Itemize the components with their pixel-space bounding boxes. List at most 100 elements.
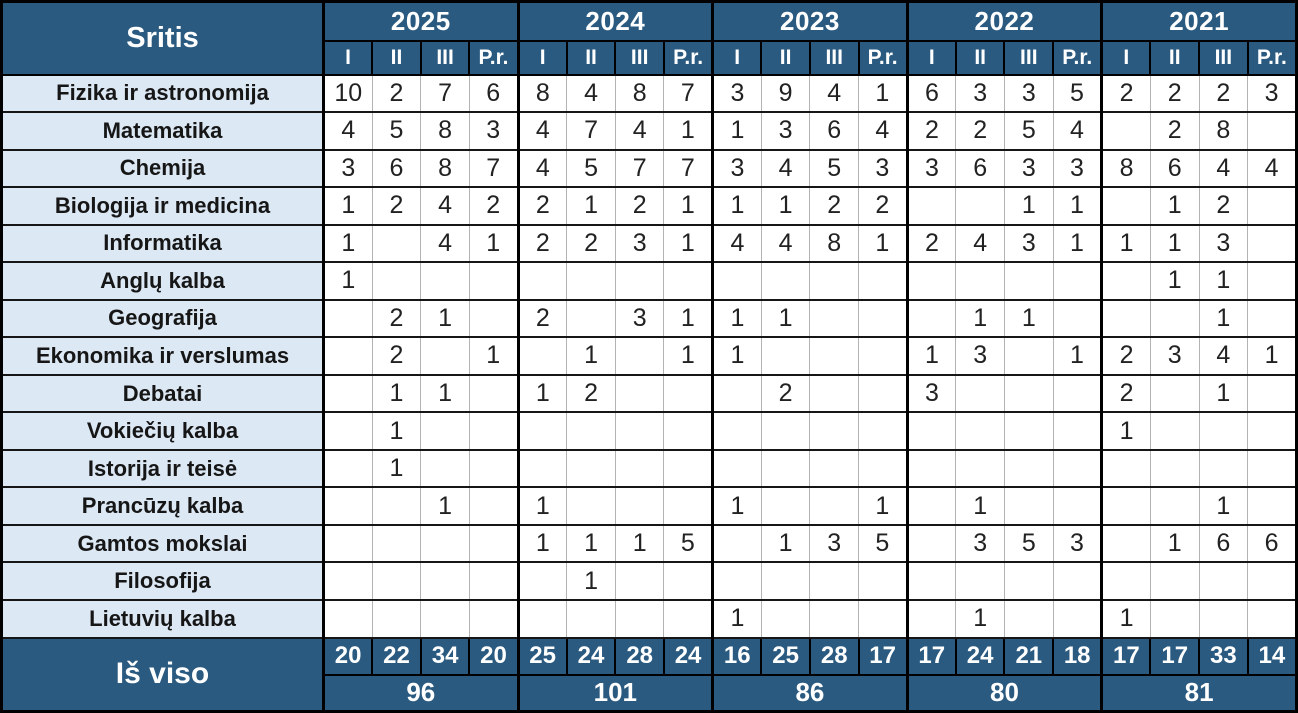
value-cell xyxy=(1247,111,1297,151)
value-cell xyxy=(905,598,957,639)
value-cell xyxy=(955,448,1005,489)
medal-column-header-2021-II: II xyxy=(1149,39,1201,76)
value-cell: 3 xyxy=(905,148,957,189)
value-cell xyxy=(760,561,811,601)
value-cell xyxy=(955,561,1005,601)
value-cell xyxy=(516,261,568,301)
medal-column-header-2022-P.r.: P.r. xyxy=(1052,39,1103,76)
year-header-2025: 2025 xyxy=(322,0,520,42)
table-row: Matematika 4 5 8 3 4 7 4 1 1 3 6 4 2 2 5 4 2 8 xyxy=(1,111,1297,151)
value-cell xyxy=(858,448,908,489)
value-cell: 2 xyxy=(905,111,957,151)
value-cell: 3 xyxy=(711,73,762,114)
value-cell: 3 xyxy=(1003,223,1054,264)
value-cell: 1 xyxy=(905,336,957,376)
column-total-cell: 34 xyxy=(419,636,471,676)
value-cell: 5 xyxy=(858,523,908,564)
value-cell xyxy=(468,373,519,414)
value-cell xyxy=(858,336,908,376)
value-cell xyxy=(1052,411,1103,451)
value-cell: 1 xyxy=(1052,223,1103,264)
value-cell: 1 xyxy=(858,486,908,526)
value-cell: 1 xyxy=(1198,261,1249,301)
value-cell: 10 xyxy=(322,73,373,114)
value-cell xyxy=(322,336,373,376)
medal-column-header-2025-I: I xyxy=(322,39,374,76)
value-cell xyxy=(955,411,1005,451)
row-label: Geografija xyxy=(1,298,325,339)
value-cell: 1 xyxy=(663,111,714,151)
area-column-header: Sritis xyxy=(0,0,325,76)
value-cell xyxy=(905,261,957,301)
value-cell: 1 xyxy=(566,523,616,564)
value-cell: 1 xyxy=(1100,223,1151,264)
value-cell: 1 xyxy=(711,486,762,526)
value-cell: 1 xyxy=(420,373,470,414)
year-header-2021: 2021 xyxy=(1100,0,1298,42)
value-cell: 3 xyxy=(809,523,860,564)
value-cell xyxy=(1052,373,1103,414)
value-cell xyxy=(905,448,957,489)
value-cell xyxy=(760,336,811,376)
value-cell: 3 xyxy=(322,148,373,189)
row-label: Biologija ir medicina xyxy=(1,186,325,226)
table-body: Fizika ir astronomija 10 2 7 6 8 4 8 7 3 9 4 1 6 3 3 5 2 2… xyxy=(1,73,1297,639)
value-cell xyxy=(516,448,568,489)
row-label: Matematika xyxy=(1,111,325,151)
value-cell xyxy=(468,298,519,339)
value-cell xyxy=(1198,411,1249,451)
value-cell: 1 xyxy=(955,598,1005,639)
value-cell: 5 xyxy=(809,148,860,189)
value-cell xyxy=(420,561,470,601)
value-cell: 8 xyxy=(516,73,568,114)
value-cell: 6 xyxy=(905,73,957,114)
row-label: Chemija xyxy=(1,148,325,189)
value-cell: 8 xyxy=(1198,111,1249,151)
value-cell xyxy=(1100,486,1151,526)
value-cell: 4 xyxy=(614,111,665,151)
value-cell xyxy=(420,523,470,564)
value-cell: 2 xyxy=(955,111,1005,151)
value-cell: 1 xyxy=(1003,186,1054,226)
value-cell xyxy=(1149,448,1200,489)
value-cell xyxy=(371,486,422,526)
value-cell xyxy=(1247,448,1297,489)
value-cell: 6 xyxy=(1198,523,1249,564)
value-cell: 7 xyxy=(566,111,616,151)
medal-column-header-2023-II: II xyxy=(760,39,811,76)
value-cell: 1 xyxy=(711,598,762,639)
value-cell xyxy=(858,561,908,601)
value-cell xyxy=(905,486,957,526)
medal-column-header-2021-III: III xyxy=(1198,39,1249,76)
value-cell xyxy=(858,598,908,639)
value-cell: 2 xyxy=(809,186,860,226)
column-total-cell: 17 xyxy=(1149,636,1201,676)
value-cell xyxy=(809,561,860,601)
value-cell xyxy=(1100,261,1151,301)
value-cell: 1 xyxy=(1003,298,1054,339)
value-cell xyxy=(468,411,519,451)
value-cell xyxy=(711,261,762,301)
table-row: Vokiečių kalba 1 1 xyxy=(1,411,1297,451)
column-total-cell: 21 xyxy=(1003,636,1055,676)
row-label: Anglų kalba xyxy=(1,261,325,301)
value-cell xyxy=(905,561,957,601)
value-cell: 4 xyxy=(516,111,568,151)
value-cell: 2 xyxy=(614,186,665,226)
column-total-cell: 14 xyxy=(1246,636,1298,676)
table-row: Chemija 3 6 8 7 4 5 7 7 3 4 5 3 3 6 3 3 8 6 4 4 xyxy=(1,148,1297,189)
table-row: Prancūzų kalba 1 1 1 1 1 1 xyxy=(1,486,1297,526)
medal-column-header-2025-II: II xyxy=(371,39,422,76)
value-cell xyxy=(663,373,714,414)
column-total-cell: 17 xyxy=(857,636,909,676)
value-cell xyxy=(858,298,908,339)
value-cell: 3 xyxy=(711,148,762,189)
value-cell xyxy=(614,486,665,526)
value-cell: 4 xyxy=(809,73,860,114)
value-cell xyxy=(1100,111,1151,151)
value-cell: 6 xyxy=(955,148,1005,189)
value-cell: 1 xyxy=(955,486,1005,526)
table-row: Istorija ir teisė 1 xyxy=(1,448,1297,489)
value-cell: 3 xyxy=(1149,336,1200,376)
value-cell xyxy=(614,373,665,414)
